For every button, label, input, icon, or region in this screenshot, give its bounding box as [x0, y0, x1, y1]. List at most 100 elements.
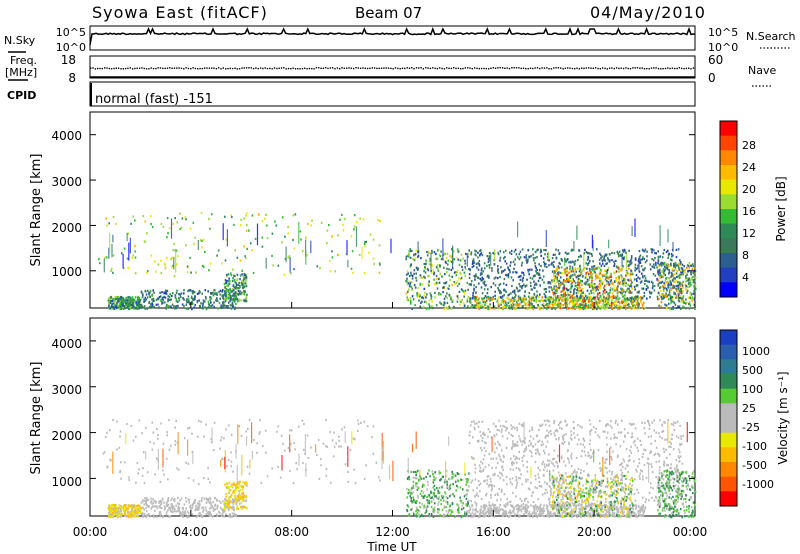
range-gate-cell: [606, 275, 609, 278]
range-gate-cell: [224, 292, 226, 295]
range-gate-cell: [153, 515, 155, 519]
range-gate-cell: [679, 282, 681, 285]
range-gate-cell: [470, 253, 472, 256]
range-gate-cell: [457, 486, 459, 489]
range-gate-cell: [157, 297, 159, 300]
range-gate-cell: [224, 286, 226, 289]
range-gate-cell: [409, 282, 412, 285]
range-gate-cell: [582, 287, 584, 291]
range-gate-cell: [498, 284, 501, 287]
range-gate-cell: [586, 252, 589, 255]
range-gate-cell: [410, 508, 412, 511]
range-gate-cell: [171, 266, 173, 269]
range-gate-cell: [667, 254, 670, 257]
range-gate-cell: [518, 307, 520, 310]
range-gate-cell: [577, 279, 579, 282]
range-gate-cell: [166, 306, 168, 309]
range-gate-cell: [631, 306, 633, 309]
range-gate-cell: [668, 289, 671, 292]
frequency-sample: [599, 68, 601, 70]
range-gate-cell: [140, 306, 143, 309]
range-gate-cell: [420, 276, 422, 279]
range-gate-cell: [503, 289, 505, 292]
range-gate-cell: [668, 272, 670, 275]
range-gate-cell: [497, 306, 499, 309]
range-gate-cell: [545, 249, 547, 252]
range-gate-cell: [538, 276, 541, 280]
range-gate-cell: [583, 307, 586, 310]
range-gate-cell: [232, 294, 235, 297]
range-gate-cell: [514, 258, 516, 261]
range-gate-cell: [129, 299, 131, 302]
range-gate-cell: [127, 510, 129, 513]
range-gate-streak: [672, 241, 674, 252]
range-gate-cell: [567, 289, 570, 292]
range-gate-cell: [352, 271, 354, 274]
range-gate-cell: [641, 306, 644, 309]
range-gate-cell: [551, 257, 554, 260]
range-gate-cell: [631, 296, 633, 300]
range-gate-cell: [541, 304, 544, 307]
range-gate-cell: [542, 511, 545, 515]
range-gate-cell: [671, 255, 673, 258]
range-gate-cell: [205, 509, 208, 512]
range-gate-cell: [622, 289, 625, 292]
range-gate-cell: [295, 462, 297, 465]
range-gate-cell: [456, 295, 459, 298]
range-gate-cell: [412, 486, 415, 489]
frequency-sample: [327, 67, 329, 70]
range-gate-cell: [694, 276, 697, 279]
range-gate-cell: [424, 271, 427, 274]
range-gate-cell: [551, 261, 553, 264]
range-gate-cell: [428, 469, 430, 472]
range-gate-cell: [687, 278, 690, 281]
range-gate-cell: [662, 263, 665, 266]
range-gate-cell: [116, 302, 118, 305]
range-gate-cell: [672, 286, 674, 289]
range-gate-cell: [169, 515, 171, 518]
range-gate-cell: [112, 418, 114, 422]
range-gate-cell: [479, 301, 481, 304]
range-gate-cell: [172, 504, 174, 507]
range-gate-cell: [445, 495, 448, 499]
range-gate-cell: [603, 503, 606, 506]
frequency-sample: [653, 67, 655, 69]
frequency-sample: [560, 67, 562, 69]
range-gate-cell: [638, 270, 641, 273]
frequency-sample: [462, 67, 464, 70]
range-gate-cell: [462, 289, 464, 292]
range-gate-cell: [670, 264, 672, 267]
range-gate-cell: [430, 505, 433, 509]
range-gate-cell: [481, 292, 484, 295]
range-gate-cell: [510, 252, 513, 255]
range-gate-cell: [662, 289, 665, 292]
range-gate-cell: [653, 263, 655, 266]
range-gate-cell: [244, 505, 247, 508]
range-gate-cell: [521, 287, 523, 290]
range-gate-cell: [470, 251, 473, 254]
range-gate-cell: [519, 250, 522, 253]
range-gate-cell: [660, 289, 662, 292]
range-gate-cell: [683, 265, 685, 268]
range-gate-cell: [243, 299, 245, 302]
range-gate-cell: [428, 513, 431, 516]
range-gate-cell: [158, 296, 161, 299]
range-gate-cell: [620, 275, 623, 278]
range-gate-cell: [436, 258, 438, 261]
range-gate-cell: [120, 505, 122, 508]
range-gate-cell: [662, 288, 665, 291]
range-gate-cell: [673, 273, 676, 276]
frequency-sample: [504, 67, 506, 69]
range-gate-cell: [244, 483, 247, 486]
range-gate-cell: [197, 505, 200, 508]
range-gate-cell: [477, 251, 479, 254]
range-gate-cell: [602, 303, 604, 306]
frequency-sample: [594, 67, 597, 69]
range-gate-cell: [682, 290, 684, 293]
range-gate-cell: [189, 227, 192, 230]
range-gate-cell: [562, 286, 565, 289]
range-gate-cell: [612, 281, 614, 284]
range-gate-cell: [245, 285, 248, 288]
range-gate-cell: [540, 248, 542, 251]
